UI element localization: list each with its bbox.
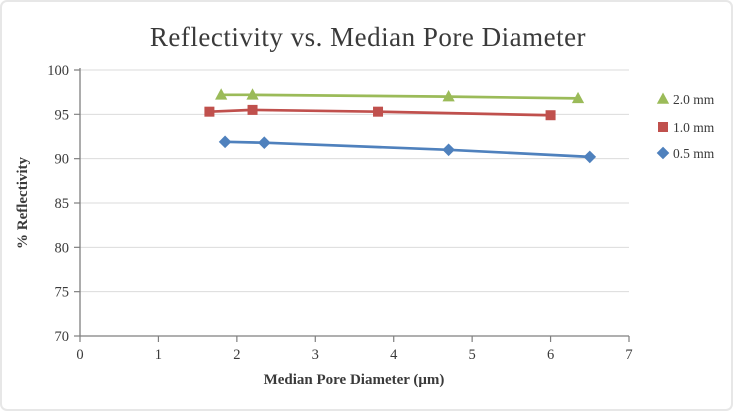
series-line-2-0-mm xyxy=(219,93,580,100)
legend-marker-2-0-mm xyxy=(656,92,670,104)
data-point-1-0-mm xyxy=(373,106,384,117)
x-tick-label: 6 xyxy=(547,347,554,363)
legend-label-2-0-mm: 2.0 mm xyxy=(673,92,715,107)
series-line-0-5-mm xyxy=(223,140,592,159)
data-point-0-5-mm xyxy=(218,135,232,149)
legend-label-0-5-mm: 0.5 mm xyxy=(673,146,715,161)
x-tick-label: 4 xyxy=(390,347,398,363)
y-tick-label: 95 xyxy=(55,107,70,123)
y-tick-label: 75 xyxy=(55,285,70,301)
x-tick-label: 5 xyxy=(469,347,476,363)
data-point-1-0-mm xyxy=(545,110,556,121)
data-point-0-5-mm xyxy=(442,143,455,157)
legend: 2.0 mm 1.0 mm 0.5 mm xyxy=(656,92,715,161)
y-tick-label: 85 xyxy=(55,196,70,212)
legend-label-1-0-mm: 1.0 mm xyxy=(673,120,715,135)
series-line-1-0-mm xyxy=(208,108,552,117)
chart-title: Reflectivity vs. Median Pore Diameter xyxy=(150,22,586,52)
axes xyxy=(74,68,630,342)
series-1-0-mm xyxy=(204,104,556,121)
data-series xyxy=(204,88,597,164)
tick-labels: 70 75 80 85 90 95 100 0 1 2 3 4 5 6 7 xyxy=(47,63,632,363)
x-tick-label: 3 xyxy=(312,347,319,363)
y-tick-label: 80 xyxy=(55,240,70,256)
data-point-2-0-mm xyxy=(215,88,228,100)
data-point-0-5-mm xyxy=(583,150,597,164)
legend-marker-1-0-mm xyxy=(658,122,668,132)
data-point-0-5-mm xyxy=(257,136,271,150)
data-point-1-0-mm xyxy=(247,104,258,115)
data-point-2-0-mm xyxy=(246,88,259,100)
data-point-2-0-mm xyxy=(442,90,455,102)
gridlines xyxy=(80,69,629,293)
x-tick-label: 2 xyxy=(233,347,240,363)
series-0-5-mm xyxy=(218,135,597,164)
y-tick-label: 70 xyxy=(55,329,70,345)
series-2-0-mm xyxy=(215,88,585,104)
y-tick-label: 100 xyxy=(47,63,69,79)
y-axis-title: % Reflectivity xyxy=(15,156,31,249)
legend-item-1-0-mm: 1.0 mm xyxy=(658,120,715,135)
legend-item-0-5-mm: 0.5 mm xyxy=(656,146,715,161)
y-tick-label: 90 xyxy=(55,152,70,168)
x-tick-label: 1 xyxy=(155,347,162,363)
data-point-2-0-mm xyxy=(571,91,585,104)
x-tick-label: 7 xyxy=(625,347,632,363)
data-point-1-0-mm xyxy=(204,106,215,117)
legend-item-2-0-mm: 2.0 mm xyxy=(656,92,715,107)
x-axis-title: Median Pore Diameter (μm) xyxy=(264,372,445,388)
x-tick-label: 0 xyxy=(76,347,83,363)
legend-marker-0-5-mm xyxy=(656,146,670,160)
